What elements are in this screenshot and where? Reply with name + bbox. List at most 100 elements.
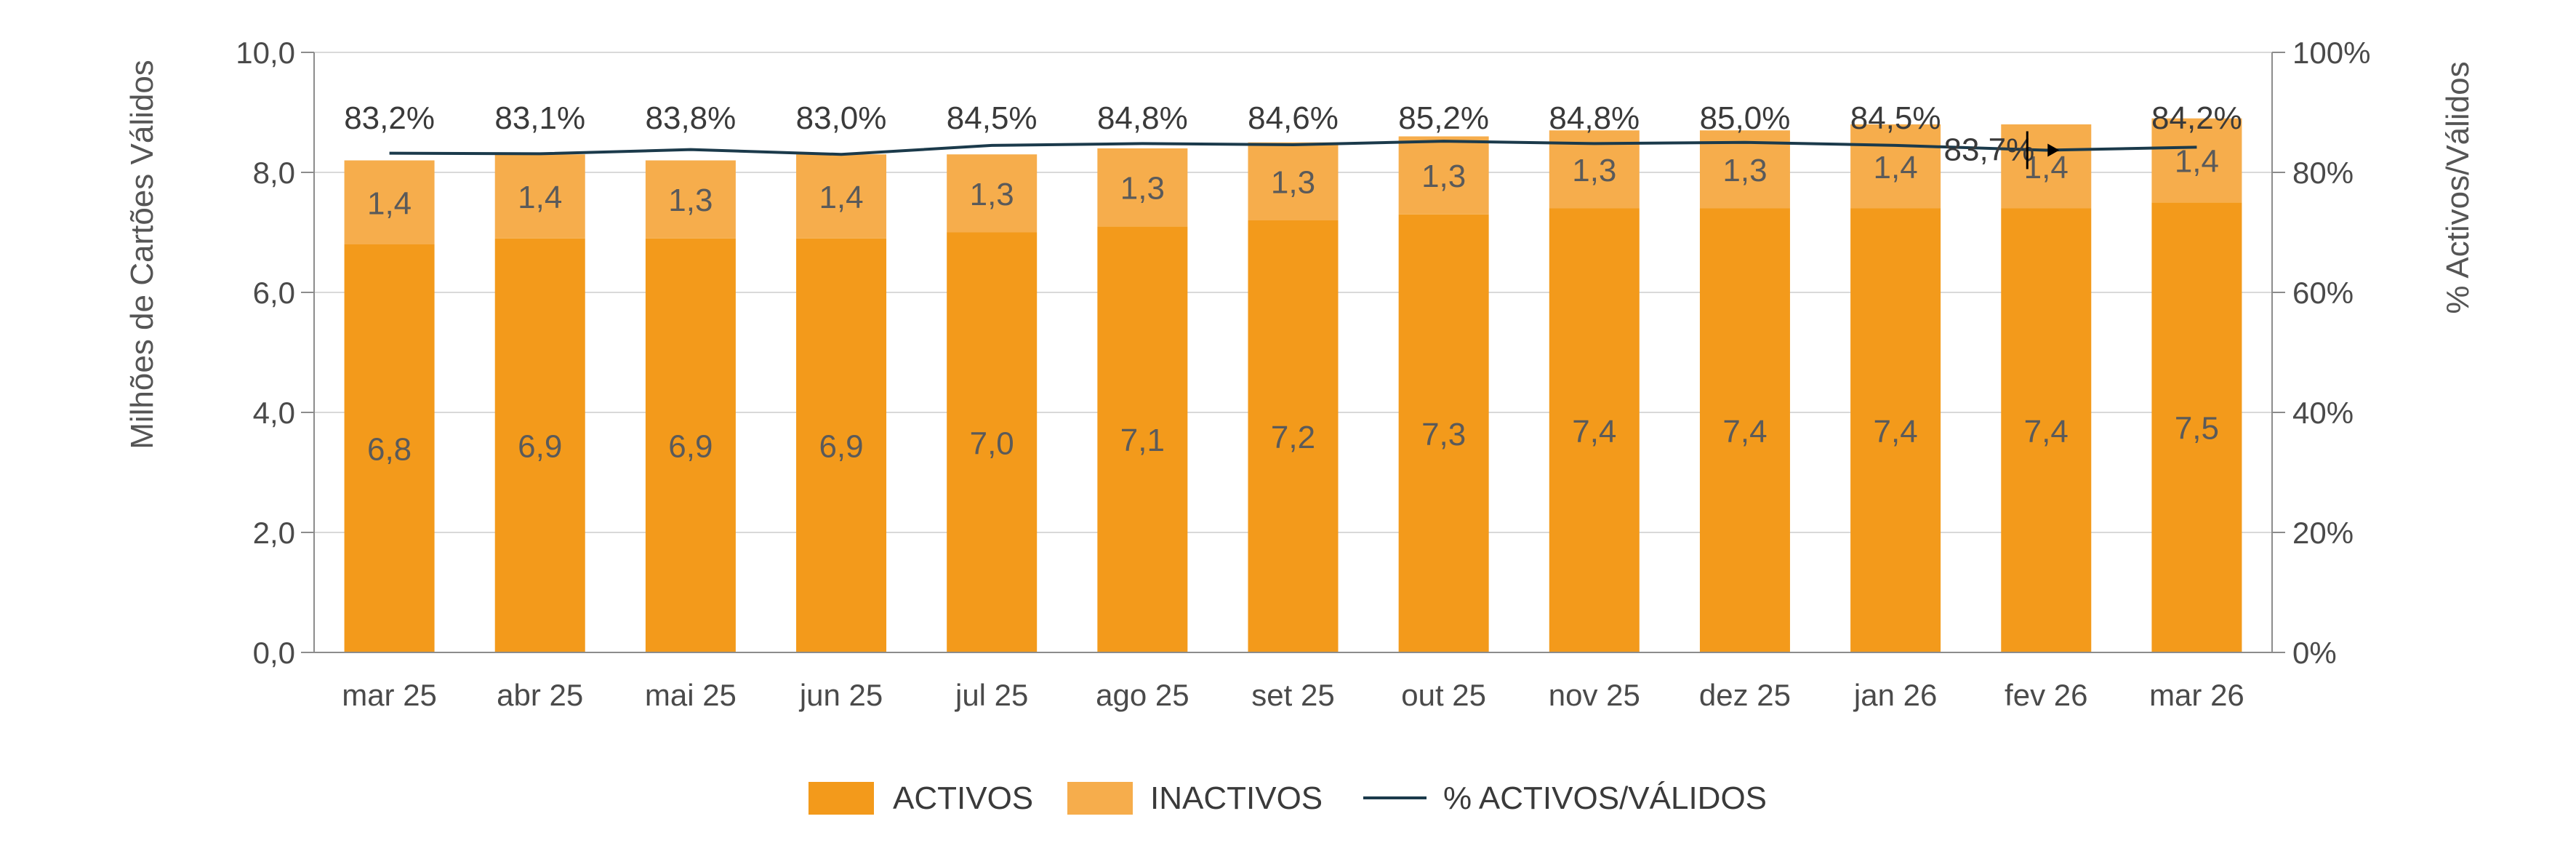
- y2-tick-label: 20%: [2292, 516, 2354, 550]
- percentage-line: [389, 140, 2197, 156]
- bar-activos: [1699, 208, 1790, 652]
- bar-activos: [494, 238, 585, 652]
- bar-inactivos: [947, 154, 1038, 233]
- y2-tick-label: 0%: [2292, 636, 2337, 670]
- bar-label-activos: 7,0: [970, 425, 1014, 461]
- legend-label-pct: % ACTIVOS/VÁLIDOS: [1443, 780, 1767, 816]
- pct-label: 83,7%: [1944, 132, 2035, 167]
- x-tick-label: ago 25: [1096, 678, 1189, 712]
- bar-label-inactivos: 1,4: [2024, 150, 2069, 185]
- bar-inactivos: [494, 154, 585, 239]
- y-tick-label: 4,0: [253, 396, 295, 430]
- pct-label: 84,2%: [2151, 100, 2242, 136]
- pct-label: 84,8%: [1549, 100, 1640, 136]
- bar-label-inactivos: 1,3: [1722, 153, 1767, 188]
- legend-swatch-activos: [808, 782, 874, 815]
- bar-label-inactivos: 1,4: [518, 180, 562, 215]
- bar-activos: [947, 232, 1038, 652]
- pct-label: 83,0%: [796, 100, 887, 136]
- bar-label-activos: 6,8: [367, 432, 412, 468]
- y-tick-label: 8,0: [253, 156, 295, 190]
- bar-activos: [1248, 220, 1339, 652]
- y-tick-label: 10,0: [236, 36, 295, 70]
- x-tick-label: jan 26: [1853, 678, 1937, 712]
- pct-line: [389, 140, 2197, 156]
- pct-label: 83,8%: [646, 100, 737, 136]
- bar-label-activos: 7,5: [2175, 411, 2219, 447]
- bar-label-inactivos: 1,3: [1271, 164, 1315, 200]
- bar-activos: [1549, 208, 1640, 652]
- point-marker-arrow: [2047, 143, 2060, 157]
- y-tick-label: 6,0: [253, 276, 295, 310]
- bars: [344, 118, 2242, 652]
- legend: ACTIVOS INACTIVOS % ACTIVOS/VÁLIDOS: [808, 780, 1767, 816]
- y2-tick-label: 80%: [2292, 156, 2354, 190]
- bar-activos: [2001, 208, 2092, 652]
- bar-inactivos: [1097, 148, 1188, 227]
- bar-label-inactivos: 1,3: [668, 183, 713, 218]
- x-tick-label: abr 25: [497, 678, 583, 712]
- bar-label-activos: 7,4: [1874, 414, 1918, 450]
- x-tick-label: mar 26: [2149, 678, 2244, 712]
- y-tick-label: 2,0: [253, 516, 295, 550]
- bar-label-activos: 7,3: [1421, 417, 1466, 452]
- x-tick-label: dez 25: [1699, 678, 1791, 712]
- bar-label-inactivos: 1,4: [819, 180, 863, 215]
- bar-inactivos: [796, 154, 887, 239]
- bar-activos: [1097, 226, 1188, 652]
- bar-label-activos: 7,4: [2024, 414, 2069, 450]
- bar-activos: [344, 244, 435, 652]
- bar-inactivos: [1398, 136, 1489, 215]
- bar-inactivos: [2001, 124, 2092, 209]
- pct-label: 85,2%: [1398, 100, 1489, 136]
- y2-tick-label: 40%: [2292, 396, 2354, 430]
- pct-label: 84,8%: [1097, 100, 1188, 136]
- bar-label-inactivos: 1,3: [1421, 159, 1466, 194]
- x-tick-label: fev 26: [2005, 678, 2087, 712]
- x-tick-label: nov 25: [1549, 678, 1640, 712]
- bar-inactivos: [344, 160, 435, 244]
- bar-label-activos: 6,9: [518, 428, 562, 464]
- bar-label-inactivos: 1,4: [2175, 144, 2219, 180]
- bar-label-inactivos: 1,4: [1874, 150, 1918, 185]
- x-tick-label: out 25: [1401, 678, 1486, 712]
- bar-inactivos: [1850, 124, 1941, 209]
- bar-inactivos: [2151, 118, 2242, 203]
- bar-activos: [796, 238, 887, 652]
- y-tick-label: 0,0: [253, 636, 295, 670]
- pct-label: 85,0%: [1700, 100, 1791, 136]
- bar-inactivos: [645, 160, 736, 239]
- x-tick-label: mar 25: [342, 678, 437, 712]
- axes: 0,0 2,0 4,0 6,0 8,0 10,0 0% 20% 40% 60% 80% 100% mar…: [236, 36, 2370, 712]
- pct-label: 83,1%: [494, 100, 585, 136]
- bar-activos: [1398, 214, 1489, 652]
- pct-label: 84,6%: [1248, 100, 1339, 136]
- data-labels: 6,8 1,4 6,9 1,4 6,9 1,3 6,9 1,4 7,0 1,3 7,1 1,3 7,2 1…: [344, 100, 2242, 468]
- bar-activos: [645, 238, 736, 652]
- bar-inactivos: [1248, 142, 1339, 220]
- bar-label-activos: 6,9: [668, 428, 713, 464]
- x-tick-label: jul 25: [954, 678, 1028, 712]
- bar-label-activos: 7,1: [1120, 423, 1165, 458]
- x-tick-label: jun 25: [798, 678, 883, 712]
- bar-activos: [1850, 208, 1941, 652]
- y2-tick-label: 60%: [2292, 276, 2354, 310]
- bar-label-activos: 7,2: [1271, 420, 1315, 455]
- y2-tick-label: 100%: [2292, 36, 2370, 70]
- bar-label-inactivos: 1,3: [1120, 171, 1165, 207]
- y2-axis-title: % Activos/Válidos: [2440, 61, 2476, 313]
- y-axis-title: Milhões de Cartões Válidos: [124, 60, 160, 450]
- bar-label-activos: 6,9: [819, 428, 863, 464]
- bar-label-activos: 7,4: [1572, 414, 1616, 450]
- bar-label-inactivos: 1,3: [1572, 153, 1616, 188]
- pct-label: 83,2%: [344, 100, 435, 136]
- bar-label-inactivos: 1,3: [970, 177, 1014, 212]
- legend-label-inactivos: INACTIVOS: [1150, 780, 1323, 816]
- legend-swatch-inactivos: [1067, 782, 1133, 815]
- bar-label-inactivos: 1,4: [367, 185, 412, 221]
- bar-activos: [2151, 202, 2242, 652]
- pct-label: 84,5%: [1850, 100, 1941, 136]
- pct-label: 84,5%: [947, 100, 1038, 136]
- legend-label-activos: ACTIVOS: [893, 780, 1033, 816]
